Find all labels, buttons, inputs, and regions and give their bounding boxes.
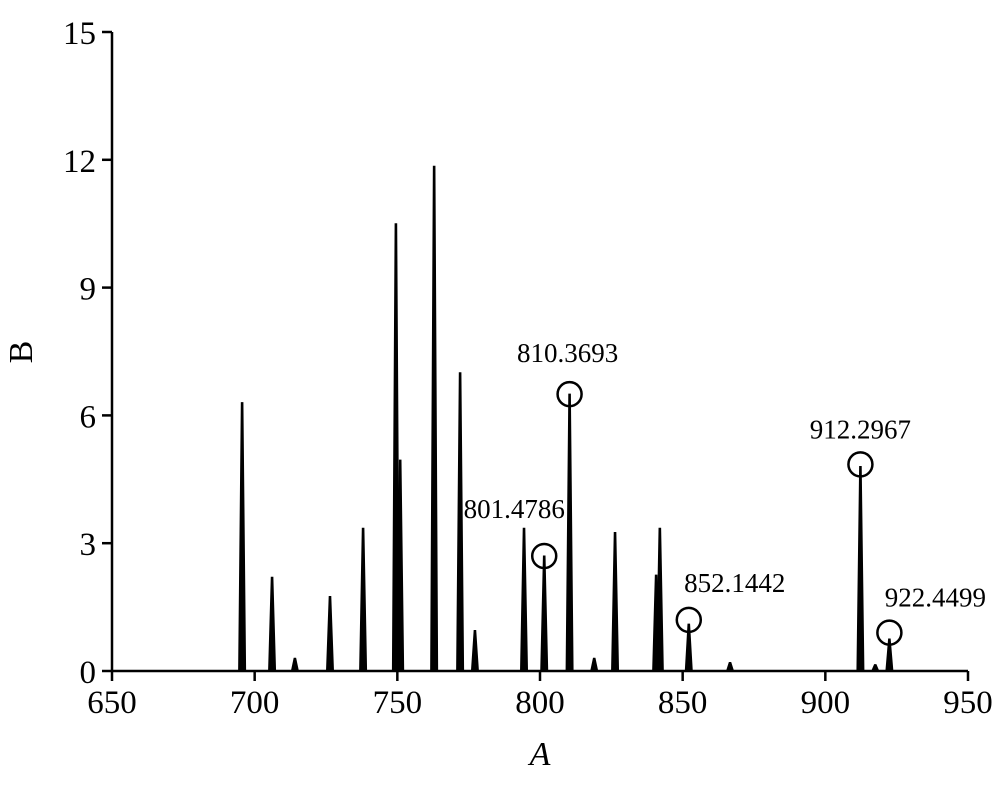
annotation-circle bbox=[675, 606, 703, 634]
peak bbox=[725, 661, 735, 672]
y-tick-label: 12 bbox=[63, 144, 96, 180]
annotation-label: 810.3693 bbox=[517, 338, 618, 368]
peak bbox=[871, 664, 880, 672]
annotation-label: 912.2967 bbox=[810, 414, 911, 444]
x-tick-label: 800 bbox=[515, 685, 565, 721]
x-tick-label: 700 bbox=[230, 685, 280, 721]
y-tick-label: 15 bbox=[63, 16, 96, 52]
peak bbox=[590, 657, 599, 672]
annotation-label: 852.1442 bbox=[684, 568, 785, 598]
y-axis-label: B bbox=[3, 341, 40, 364]
peak bbox=[655, 527, 664, 672]
y-tick-label: 9 bbox=[80, 272, 97, 308]
annotation-circle bbox=[530, 542, 558, 570]
annotation-circle bbox=[847, 451, 874, 478]
peak bbox=[540, 555, 549, 672]
peak bbox=[565, 393, 574, 672]
peak bbox=[290, 657, 300, 672]
peak bbox=[470, 630, 479, 672]
annotation-label: 922.4499 bbox=[885, 583, 986, 613]
y-tick-label: 3 bbox=[80, 527, 97, 563]
y-tick-label: 6 bbox=[80, 399, 97, 435]
x-axis-label: A bbox=[528, 736, 551, 773]
peak bbox=[885, 638, 894, 672]
peak bbox=[456, 372, 465, 672]
annotation-circle bbox=[556, 380, 583, 408]
peak bbox=[325, 595, 335, 672]
peak bbox=[856, 466, 865, 672]
x-tick-label: 750 bbox=[373, 685, 423, 721]
x-tick-label: 850 bbox=[658, 685, 708, 721]
peak bbox=[611, 532, 620, 672]
peak bbox=[238, 402, 247, 672]
annotation-label: 801.4786 bbox=[464, 494, 565, 524]
peak bbox=[396, 459, 405, 672]
annotation-circle bbox=[876, 619, 903, 646]
peak bbox=[684, 623, 693, 672]
peak bbox=[268, 576, 277, 672]
x-tick-label: 950 bbox=[943, 685, 993, 721]
peak bbox=[520, 527, 529, 672]
x-tick-label: 900 bbox=[801, 685, 851, 721]
x-tick-label: 650 bbox=[87, 685, 137, 721]
peak bbox=[430, 165, 439, 672]
peak bbox=[359, 527, 368, 672]
y-tick-label: 0 bbox=[80, 655, 97, 691]
